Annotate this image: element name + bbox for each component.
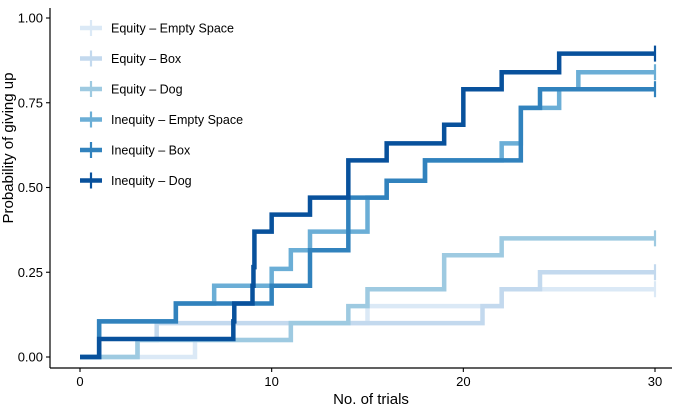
series-inequity-box: [80, 81, 657, 360]
legend-item: Inequity – Dog: [80, 172, 192, 189]
y-tick-label: 1.00: [18, 11, 43, 26]
legend-item: Inequity – Empty Space: [80, 111, 243, 128]
legend-label: Equity – Box: [111, 52, 182, 66]
step-line: [80, 51, 655, 360]
legend-label: Equity – Dog: [111, 83, 183, 97]
legend-label: Inequity – Dog: [111, 174, 192, 188]
y-tick-label: 0.50: [18, 180, 43, 195]
x-tick-label: 10: [264, 374, 278, 389]
legend-item: Equity – Box: [80, 50, 182, 67]
x-tick-label: 30: [648, 374, 662, 389]
series-group: [80, 45, 657, 360]
x-tick-label: 0: [76, 374, 83, 389]
y-tick-label: 0.25: [18, 265, 43, 280]
x-axis-title: No. of trials: [333, 391, 409, 408]
step-line: [80, 86, 655, 360]
legend-label: Inequity – Empty Space: [111, 113, 243, 127]
legend-label: Inequity – Box: [111, 144, 191, 158]
ticks: 0 10 20 30 0.00 0.25 0.50 0.75 1.00: [18, 11, 663, 390]
x-tick-label: 20: [456, 374, 470, 389]
legend-label: Equity – Empty Space: [111, 22, 234, 36]
legend-item: Equity – Empty Space: [80, 20, 234, 36]
y-tick-label: 0.75: [18, 95, 43, 110]
y-tick-label: 0.00: [18, 350, 43, 365]
series-inequity-dog: [80, 45, 657, 360]
legend-item: Inequity – Box: [80, 142, 191, 158]
legend-item: Equity – Dog: [80, 81, 183, 97]
y-axis-title: Probability of giving up: [0, 73, 17, 224]
legend: Equity – Empty Space Equity – Box Equity –…: [80, 20, 243, 189]
